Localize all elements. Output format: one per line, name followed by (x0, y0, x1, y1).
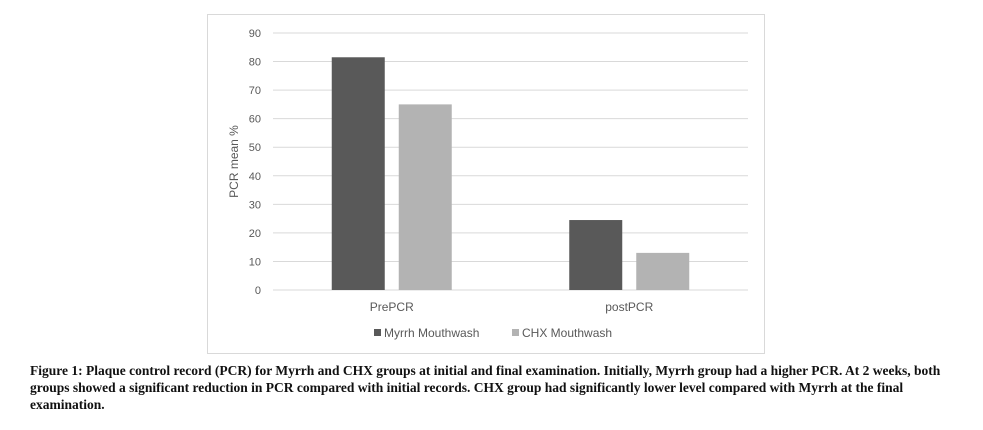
y-tick-label: 50 (249, 142, 261, 154)
bar-chart: 0 10 20 30 40 50 60 70 80 90 PrePCR postPCR PCR me… (227, 28, 748, 340)
y-tick-label: 10 (249, 256, 261, 268)
y-axis-ticks: 0 10 20 30 40 50 60 70 80 90 (249, 28, 261, 297)
y-tick-label: 90 (249, 28, 261, 40)
y-tick-label: 0 (255, 285, 261, 297)
y-tick-label: 30 (249, 199, 261, 211)
legend-swatch (512, 329, 519, 336)
x-category-label: PrePCR (370, 300, 414, 314)
chart-frame: 0 10 20 30 40 50 60 70 80 90 PrePCR postPCR PCR me… (207, 14, 765, 354)
figure-caption: Figure 1: Plaque control record (PCR) fo… (30, 363, 941, 412)
x-category-label: postPCR (605, 300, 653, 314)
bar (569, 220, 623, 290)
bar (398, 104, 452, 290)
legend-label: Myrrh Mouthwash (384, 326, 479, 340)
y-tick-label: 80 (249, 57, 261, 69)
bar (331, 57, 385, 291)
x-axis-categories: PrePCR postPCR (370, 300, 654, 314)
legend-swatch (374, 329, 381, 336)
bars (331, 57, 690, 291)
y-axis-title: PCR mean % (227, 125, 241, 198)
legend: Myrrh Mouthwash CHX Mouthwash (374, 326, 612, 340)
y-tick-label: 20 (249, 228, 261, 240)
y-tick-label: 70 (249, 85, 261, 97)
y-tick-label: 40 (249, 171, 261, 183)
y-tick-label: 60 (249, 114, 261, 126)
bar (636, 252, 690, 290)
legend-label: CHX Mouthwash (522, 326, 612, 340)
